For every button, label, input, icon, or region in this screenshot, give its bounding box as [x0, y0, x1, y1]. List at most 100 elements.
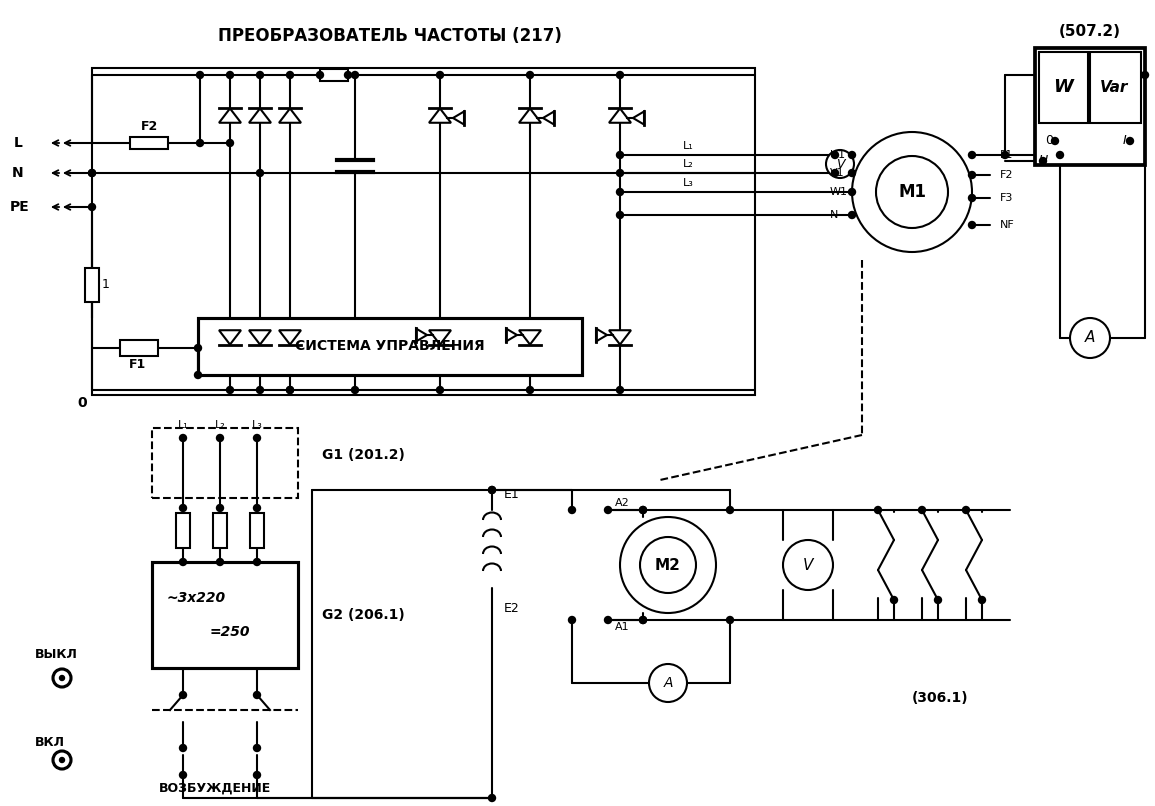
- Text: E2: E2: [504, 601, 520, 614]
- Circle shape: [351, 387, 358, 393]
- Circle shape: [875, 156, 948, 228]
- Polygon shape: [249, 330, 271, 344]
- Circle shape: [256, 72, 263, 78]
- Polygon shape: [609, 109, 631, 123]
- Circle shape: [934, 596, 941, 604]
- Text: (306.1): (306.1): [911, 691, 968, 705]
- Polygon shape: [453, 111, 464, 124]
- Text: NF: NF: [1000, 220, 1015, 230]
- Polygon shape: [280, 330, 301, 344]
- Circle shape: [617, 211, 624, 218]
- Text: PE: PE: [10, 200, 30, 214]
- Text: СИСТЕМА УПРАВЛЕНИЯ: СИСТЕМА УПРАВЛЕНИЯ: [296, 339, 485, 354]
- Circle shape: [1057, 152, 1064, 159]
- Circle shape: [832, 152, 839, 159]
- Circle shape: [969, 222, 976, 228]
- Circle shape: [640, 506, 647, 513]
- Circle shape: [852, 132, 973, 252]
- Polygon shape: [219, 109, 241, 123]
- Bar: [213, 513, 228, 548]
- Text: (507.2): (507.2): [1059, 24, 1122, 39]
- Text: ВЫКЛ: ВЫКЛ: [35, 649, 77, 662]
- Bar: [131, 137, 167, 149]
- Circle shape: [226, 72, 233, 78]
- Text: U1: U1: [830, 150, 845, 160]
- Circle shape: [194, 372, 201, 379]
- Circle shape: [726, 617, 733, 624]
- Circle shape: [216, 505, 224, 512]
- Polygon shape: [429, 109, 450, 123]
- Circle shape: [216, 434, 224, 442]
- Circle shape: [256, 169, 263, 177]
- Circle shape: [849, 169, 856, 177]
- Circle shape: [617, 387, 624, 393]
- Text: A: A: [1085, 330, 1095, 346]
- Circle shape: [604, 506, 611, 513]
- Text: G2 (206.1): G2 (206.1): [322, 608, 404, 622]
- Circle shape: [179, 505, 186, 512]
- Circle shape: [726, 506, 733, 513]
- Circle shape: [286, 387, 293, 393]
- Circle shape: [60, 675, 65, 680]
- Circle shape: [226, 387, 233, 393]
- Text: E1: E1: [504, 488, 520, 501]
- Circle shape: [437, 72, 444, 78]
- Circle shape: [640, 537, 696, 593]
- Polygon shape: [633, 111, 644, 124]
- Circle shape: [617, 72, 624, 78]
- Bar: [152, 428, 298, 498]
- Text: ВКЛ: ВКЛ: [35, 736, 65, 749]
- Bar: [120, 340, 158, 356]
- Polygon shape: [219, 330, 241, 344]
- Circle shape: [969, 194, 976, 202]
- Text: A2: A2: [616, 498, 629, 508]
- Text: N: N: [13, 166, 24, 180]
- Polygon shape: [543, 111, 554, 124]
- Circle shape: [849, 189, 856, 196]
- Text: V: V: [836, 157, 844, 171]
- Bar: [176, 513, 191, 548]
- Text: W: W: [1053, 78, 1073, 96]
- Circle shape: [253, 771, 261, 779]
- Bar: [1090, 52, 1141, 123]
- Circle shape: [351, 72, 358, 78]
- Circle shape: [489, 487, 495, 493]
- Circle shape: [437, 387, 444, 393]
- Bar: [1040, 52, 1088, 123]
- Circle shape: [253, 745, 261, 751]
- Text: L₃: L₃: [683, 178, 693, 188]
- Circle shape: [617, 189, 624, 196]
- Circle shape: [196, 139, 203, 147]
- Text: F2: F2: [1000, 170, 1013, 180]
- Text: M2: M2: [655, 558, 681, 572]
- Circle shape: [226, 139, 233, 147]
- Circle shape: [53, 669, 70, 687]
- Circle shape: [617, 169, 624, 177]
- Circle shape: [849, 211, 856, 218]
- Circle shape: [286, 72, 293, 78]
- Text: L: L: [14, 136, 22, 150]
- Polygon shape: [429, 330, 450, 344]
- Circle shape: [874, 506, 881, 513]
- Circle shape: [179, 745, 186, 751]
- Text: ~3x220: ~3x220: [166, 591, 225, 605]
- Circle shape: [783, 540, 833, 590]
- Text: V: V: [803, 558, 813, 572]
- Polygon shape: [249, 109, 271, 123]
- Circle shape: [89, 203, 96, 210]
- Text: F1: F1: [1000, 150, 1013, 160]
- Circle shape: [649, 664, 687, 702]
- Circle shape: [568, 506, 575, 513]
- Text: W1: W1: [830, 187, 848, 197]
- Circle shape: [978, 596, 985, 604]
- Text: F3: F3: [1000, 193, 1013, 203]
- Bar: [152, 562, 298, 668]
- Circle shape: [527, 72, 534, 78]
- Circle shape: [617, 152, 624, 159]
- Circle shape: [640, 506, 647, 513]
- Bar: [198, 318, 582, 375]
- Circle shape: [253, 505, 261, 512]
- Polygon shape: [280, 109, 301, 123]
- Text: Var: Var: [1100, 80, 1128, 94]
- Text: N: N: [830, 210, 839, 220]
